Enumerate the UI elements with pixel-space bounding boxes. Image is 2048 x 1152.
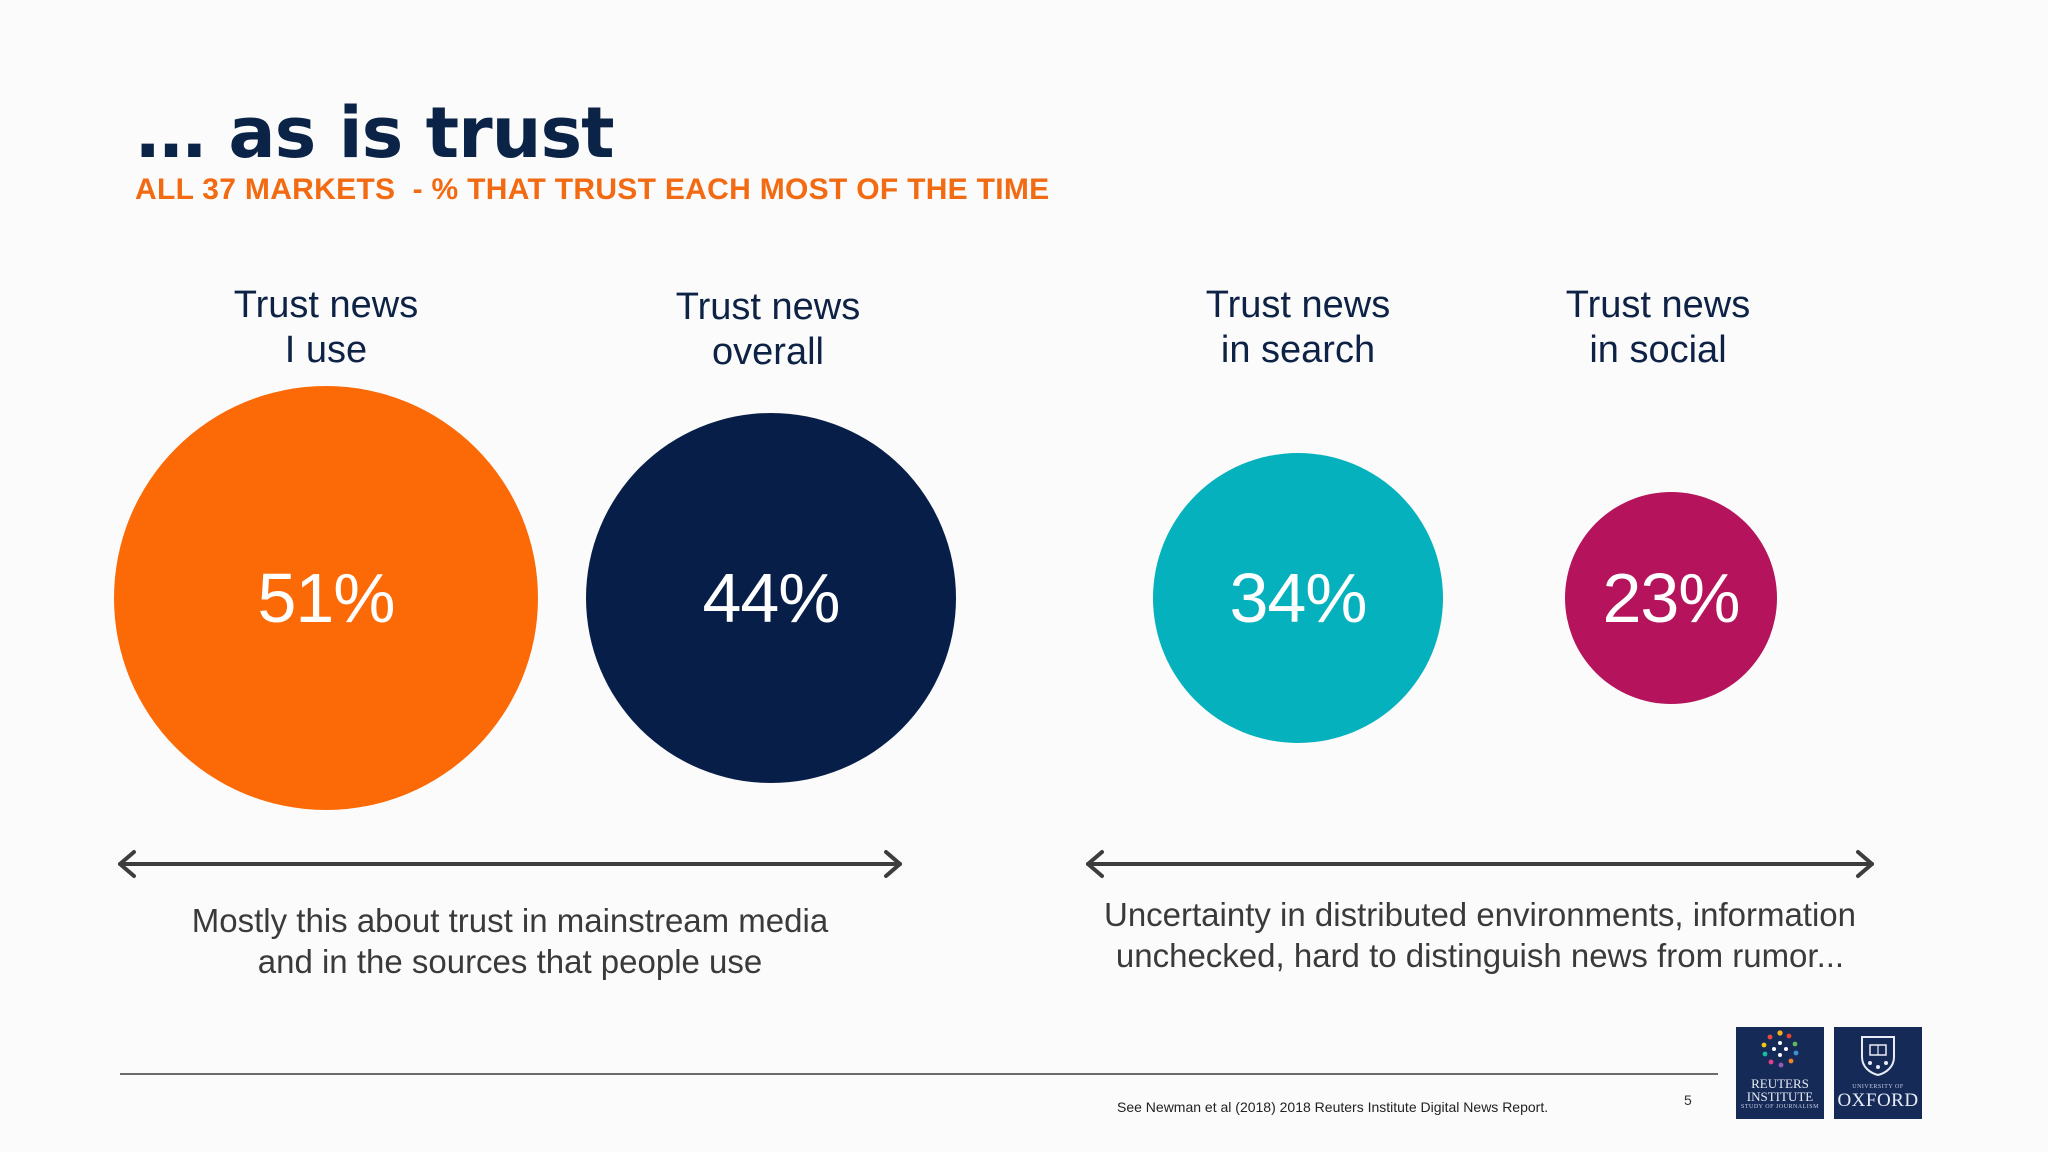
label-trust-news-in-social: Trust news in social bbox=[1565, 284, 1751, 371]
bubble-value-overall: 44% bbox=[702, 559, 840, 637]
label-trust-news-in-search: Trust news in search bbox=[1205, 284, 1391, 371]
bubble-trust-news-i-use: 51% bbox=[114, 386, 538, 810]
source-footnote: See Newman et al (2018) 2018 Reuters Ins… bbox=[1117, 1099, 1549, 1115]
reuters-dots-icon bbox=[1761, 1030, 1799, 1068]
slide-title: … as is trust bbox=[136, 92, 615, 174]
right-double-arrow bbox=[1086, 850, 1874, 878]
slide-subtitle: ALL 37 MARKETS - % THAT TRUST EACH MOST … bbox=[135, 173, 1050, 206]
caption-mainstream-media: Mostly this about trust in mainstream me… bbox=[191, 902, 829, 980]
caption-distributed-environments: Uncertainty in distributed environments,… bbox=[1103, 896, 1857, 974]
bubble-value-in-social: 23% bbox=[1602, 559, 1740, 637]
reuters-institute-logo: REUTERS INSTITUTE STUDY OF JOURNALISM bbox=[1736, 1027, 1824, 1119]
footer-divider bbox=[120, 1073, 1718, 1075]
bubble-value-in-search: 34% bbox=[1229, 559, 1367, 637]
bubble-value-i-use: 51% bbox=[257, 559, 395, 637]
bubble-trust-news-in-search: 34% bbox=[1153, 453, 1443, 743]
left-double-arrow bbox=[118, 850, 902, 878]
label-trust-news-i-use: Trust news I use bbox=[233, 284, 419, 371]
page-number: 5 bbox=[1684, 1092, 1692, 1108]
oxford-crest-icon bbox=[1861, 1036, 1895, 1077]
bubble-trust-news-overall: 44% bbox=[586, 413, 956, 783]
bubble-trust-news-in-social: 23% bbox=[1565, 492, 1777, 704]
university-of-oxford-logo: UNIVERSITY OF OXFORD bbox=[1834, 1027, 1922, 1119]
label-trust-news-overall: Trust news overall bbox=[675, 286, 861, 373]
